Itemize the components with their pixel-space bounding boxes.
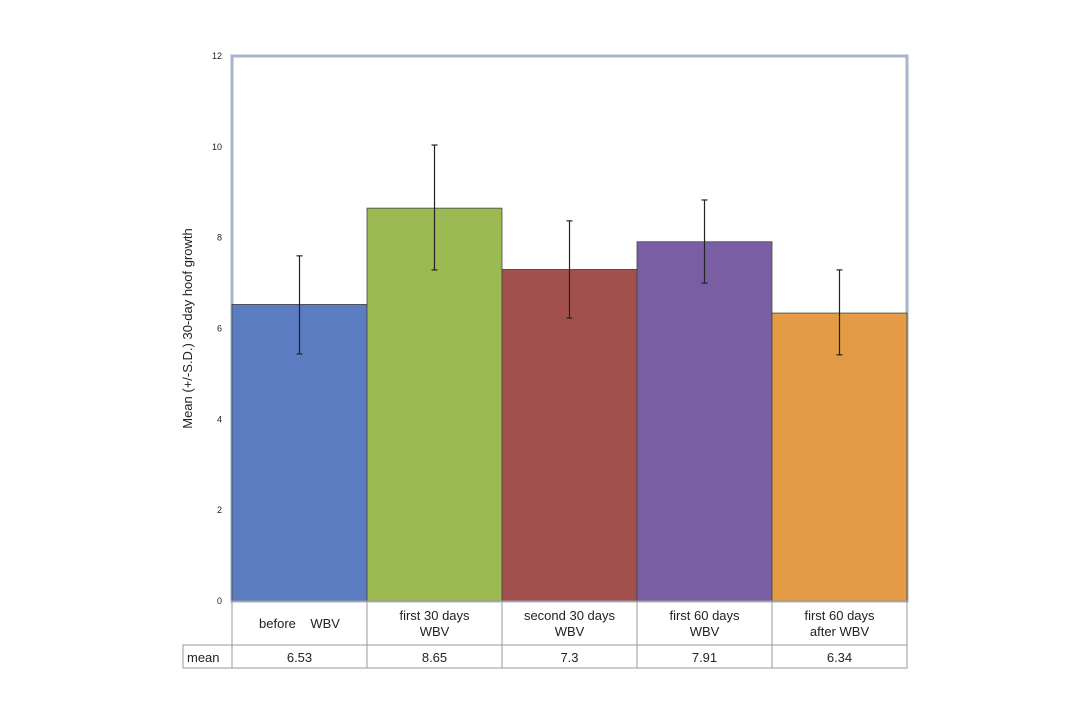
table-row-label: mean <box>187 650 220 665</box>
table-mean-value: 7.91 <box>692 650 717 665</box>
table-mean-value: 6.34 <box>827 650 852 665</box>
category-label: first 30 days <box>399 608 470 623</box>
bar <box>636 241 773 602</box>
category-label: first 60 days <box>669 608 740 623</box>
category-label: WBV <box>420 624 450 639</box>
error-bar <box>701 199 708 284</box>
y-tick-label: 12 <box>212 51 222 61</box>
error-bar <box>296 255 303 355</box>
category-label: WBV <box>555 624 585 639</box>
table-mean-value: 8.65 <box>422 650 447 665</box>
error-bar <box>566 220 573 319</box>
bar <box>501 269 638 602</box>
error-bar <box>431 144 438 271</box>
y-axis-label: Mean (+/-S.D.) 30-day hoof growth <box>180 228 195 429</box>
y-tick-label: 2 <box>217 505 222 515</box>
y-tick-label: 6 <box>217 324 222 334</box>
table-mean-value: 7.3 <box>560 650 578 665</box>
category-label: first 60 days <box>804 608 875 623</box>
y-tick-label: 8 <box>217 233 222 243</box>
bar <box>366 207 503 602</box>
table-mean-value: 6.53 <box>287 650 312 665</box>
error-bar <box>836 269 843 356</box>
data-table <box>182 600 908 669</box>
y-tick-label: 10 <box>212 142 222 152</box>
bar <box>771 312 908 602</box>
y-tick-label: 4 <box>217 414 222 424</box>
category-label: second 30 days <box>524 608 616 623</box>
table-row-border <box>182 644 908 669</box>
category-label: after WBV <box>810 624 870 639</box>
y-tick-label: 0 <box>217 596 222 606</box>
category-label: WBV <box>690 624 720 639</box>
category-label: before WBV <box>259 616 340 631</box>
